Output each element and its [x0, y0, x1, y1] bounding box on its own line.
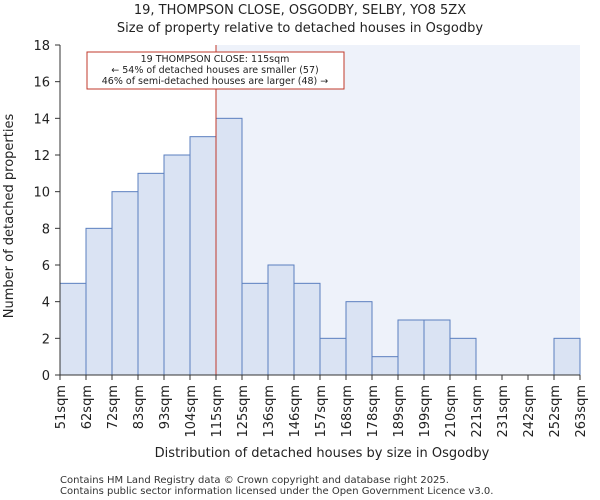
y-tick-label: 16 — [33, 76, 50, 91]
bar-115sqm — [215, 117, 243, 376]
x-tick-label: 242sqm — [522, 385, 537, 438]
x-tick-label: 125sqm — [236, 385, 251, 438]
annotation-line-1: 19 THOMPSON CLOSE: 115sqm — [141, 54, 290, 65]
y-tick-label: 6 — [42, 259, 50, 274]
x-tick-label: 168sqm — [340, 385, 355, 438]
x-tick-label: 210sqm — [444, 385, 459, 438]
bar-210sqm — [449, 337, 477, 376]
y-tick-label: 0 — [42, 369, 50, 384]
bar-168sqm — [345, 301, 373, 376]
bar-157sqm — [319, 337, 347, 376]
bar-125sqm — [241, 282, 269, 376]
x-tick-label: 93sqm — [158, 385, 173, 429]
x-tick-label: 157sqm — [314, 385, 329, 438]
y-tick-label: 14 — [33, 112, 50, 127]
footer-line-2: Contains public sector information licen… — [60, 486, 493, 497]
annotation-line-3: 46% of semi-detached houses are larger (… — [102, 76, 329, 87]
annotation-box — [86, 51, 345, 90]
y-tick-label: 8 — [42, 222, 50, 237]
chart-title: 19, THOMPSON CLOSE, OSGODBY, SELBY, YO8 … — [134, 3, 466, 18]
y-tick-label: 4 — [42, 296, 50, 311]
x-tick-label: 51sqm — [54, 385, 69, 429]
y-tick-label: 12 — [33, 149, 50, 164]
bar-51sqm — [59, 282, 87, 376]
bar-146sqm — [293, 282, 321, 376]
bar-178sqm — [371, 356, 399, 376]
bar-189sqm — [397, 319, 425, 376]
plot-area: 0 2 4 6 8 10 12 14 16 18 51sqm 62sqm 72sqm 83sqm 93sqm… — [33, 39, 589, 438]
y-tick-label: 10 — [33, 186, 50, 201]
bar-72sqm — [111, 191, 139, 376]
y-tick-label: 2 — [42, 332, 50, 347]
x-tick-label: 104sqm — [184, 385, 199, 438]
footer-line-1: Contains HM Land Registry data © Crown c… — [60, 475, 449, 486]
x-tick-label: 189sqm — [392, 385, 407, 438]
x-tick-label: 136sqm — [262, 385, 277, 438]
x-axis-label: Distribution of detached houses by size … — [155, 446, 490, 461]
bar-93sqm — [163, 154, 191, 376]
x-tick-label: 115sqm — [210, 385, 225, 438]
bar-136sqm — [267, 264, 295, 376]
x-tick-label: 83sqm — [132, 385, 147, 429]
x-tick-label: 231sqm — [496, 385, 511, 438]
x-tick-label: 263sqm — [574, 385, 589, 438]
x-tick-label: 199sqm — [418, 385, 433, 438]
x-tick-label: 62sqm — [80, 385, 95, 429]
x-tick-label: 221sqm — [470, 385, 485, 438]
y-axis-label: Number of detached properties — [2, 114, 17, 319]
chart-subtitle: Size of property relative to detached ho… — [117, 21, 484, 36]
bar-62sqm — [85, 227, 113, 376]
bar-252sqm — [553, 337, 581, 376]
y-tick-label: 18 — [33, 39, 50, 54]
x-tick-label: 252sqm — [548, 385, 563, 438]
annotation-line-2: ← 54% of detached houses are smaller (57… — [111, 65, 318, 76]
bar-83sqm — [137, 172, 165, 376]
x-tick-label: 72sqm — [106, 385, 121, 429]
x-tick-label: 178sqm — [366, 385, 381, 438]
x-tick-label: 146sqm — [288, 385, 303, 438]
bar-199sqm — [423, 319, 451, 376]
bar-104sqm — [189, 136, 217, 376]
